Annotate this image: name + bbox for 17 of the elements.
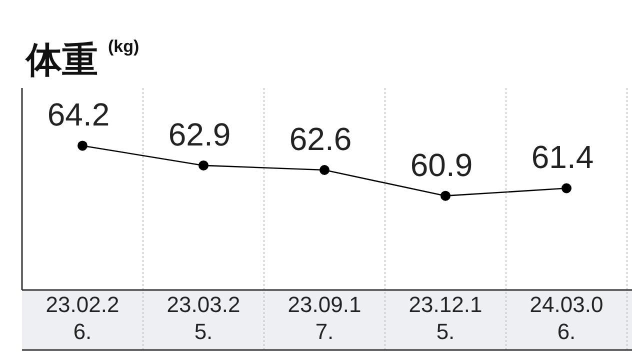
data-label: 64.2	[47, 96, 110, 133]
point	[320, 165, 330, 176]
x-tick-label: 23.12.15.	[408, 292, 482, 344]
data-label: 62.9	[168, 116, 231, 152]
x-tick-label: 24.03.06.	[530, 292, 604, 344]
data-label: 60.9	[410, 146, 473, 183]
x-tick-label: 23.02.26.	[46, 292, 120, 344]
data-label: 62.6	[289, 121, 352, 158]
point	[562, 183, 572, 194]
point	[198, 160, 208, 170]
point	[78, 140, 88, 151]
data-label: 61.4	[531, 139, 594, 176]
x-tick-label: 23.09.17.	[288, 292, 362, 344]
x-tick-label: 23.03.25.	[166, 292, 240, 344]
point	[440, 190, 450, 201]
y-axis-title: (kg)	[108, 37, 140, 56]
chart-title: 体重	[25, 39, 98, 80]
